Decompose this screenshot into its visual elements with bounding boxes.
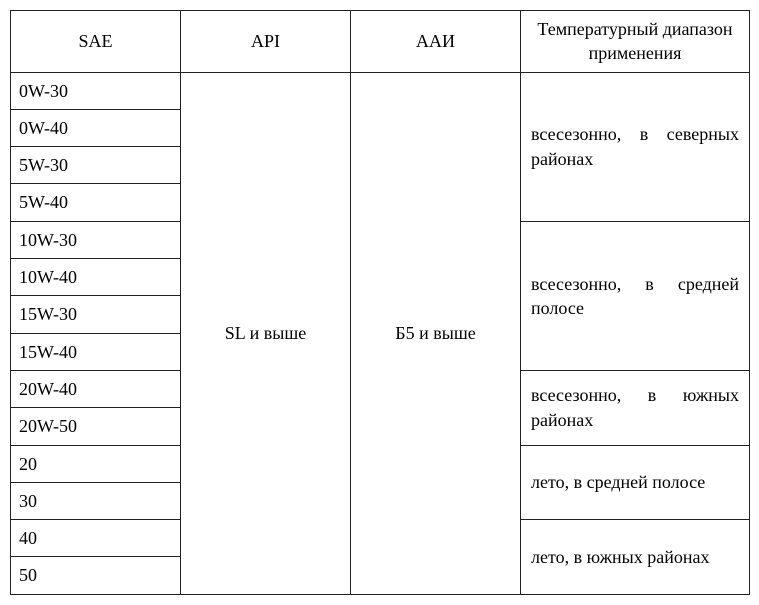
api-cell: SL и выше — [181, 72, 351, 594]
sae-cell: 50 — [11, 557, 181, 594]
sae-cell: 40 — [11, 520, 181, 557]
header-aai: ААИ — [351, 11, 521, 73]
sae-cell: 5W-40 — [11, 184, 181, 221]
temp-cell: лето, в средней полосе — [521, 445, 750, 520]
header-temp: Температурный диапазон применения — [521, 11, 750, 73]
table-row: 0W-30 SL и выше Б5 и выше всесезонно, в … — [11, 72, 750, 109]
sae-cell: 20W-40 — [11, 370, 181, 407]
temp-cell: всесезонно, в северных районах — [521, 72, 750, 221]
header-sae: SAE — [11, 11, 181, 73]
oil-spec-table: SAE API ААИ Температурный диапазон приме… — [10, 10, 750, 595]
sae-cell: 0W-30 — [11, 72, 181, 109]
sae-cell: 10W-40 — [11, 259, 181, 296]
sae-cell: 15W-30 — [11, 296, 181, 333]
sae-cell: 0W-40 — [11, 109, 181, 146]
sae-cell: 20W-50 — [11, 408, 181, 445]
temp-cell: всесезонно, в средней полосе — [521, 221, 750, 370]
header-api: API — [181, 11, 351, 73]
header-row: SAE API ААИ Температурный диапазон приме… — [11, 11, 750, 73]
aai-cell: Б5 и выше — [351, 72, 521, 594]
sae-cell: 15W-40 — [11, 333, 181, 370]
sae-cell: 5W-30 — [11, 147, 181, 184]
sae-cell: 30 — [11, 482, 181, 519]
sae-cell: 10W-30 — [11, 221, 181, 258]
temp-cell: всесезонно, в южных районах — [521, 370, 750, 445]
sae-cell: 20 — [11, 445, 181, 482]
temp-cell: лето, в южных районах — [521, 520, 750, 595]
